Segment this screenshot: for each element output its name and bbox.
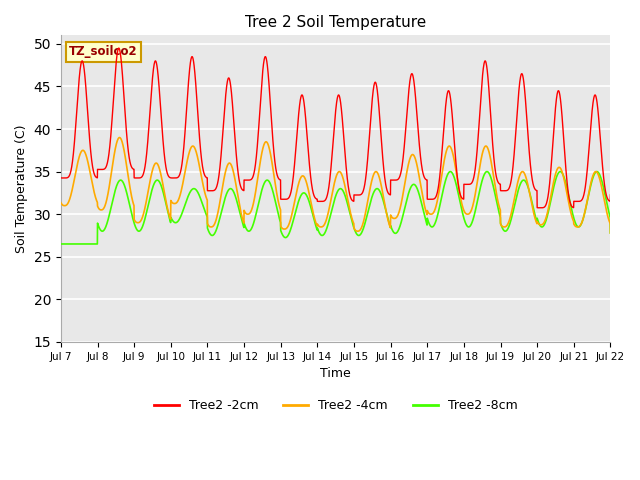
Legend: Tree2 -2cm, Tree2 -4cm, Tree2 -8cm: Tree2 -2cm, Tree2 -4cm, Tree2 -8cm — [148, 394, 523, 417]
Title: Tree 2 Soil Temperature: Tree 2 Soil Temperature — [245, 15, 426, 30]
Text: TZ_soilco2: TZ_soilco2 — [69, 45, 138, 58]
X-axis label: Time: Time — [320, 367, 351, 380]
Y-axis label: Soil Temperature (C): Soil Temperature (C) — [15, 124, 28, 253]
